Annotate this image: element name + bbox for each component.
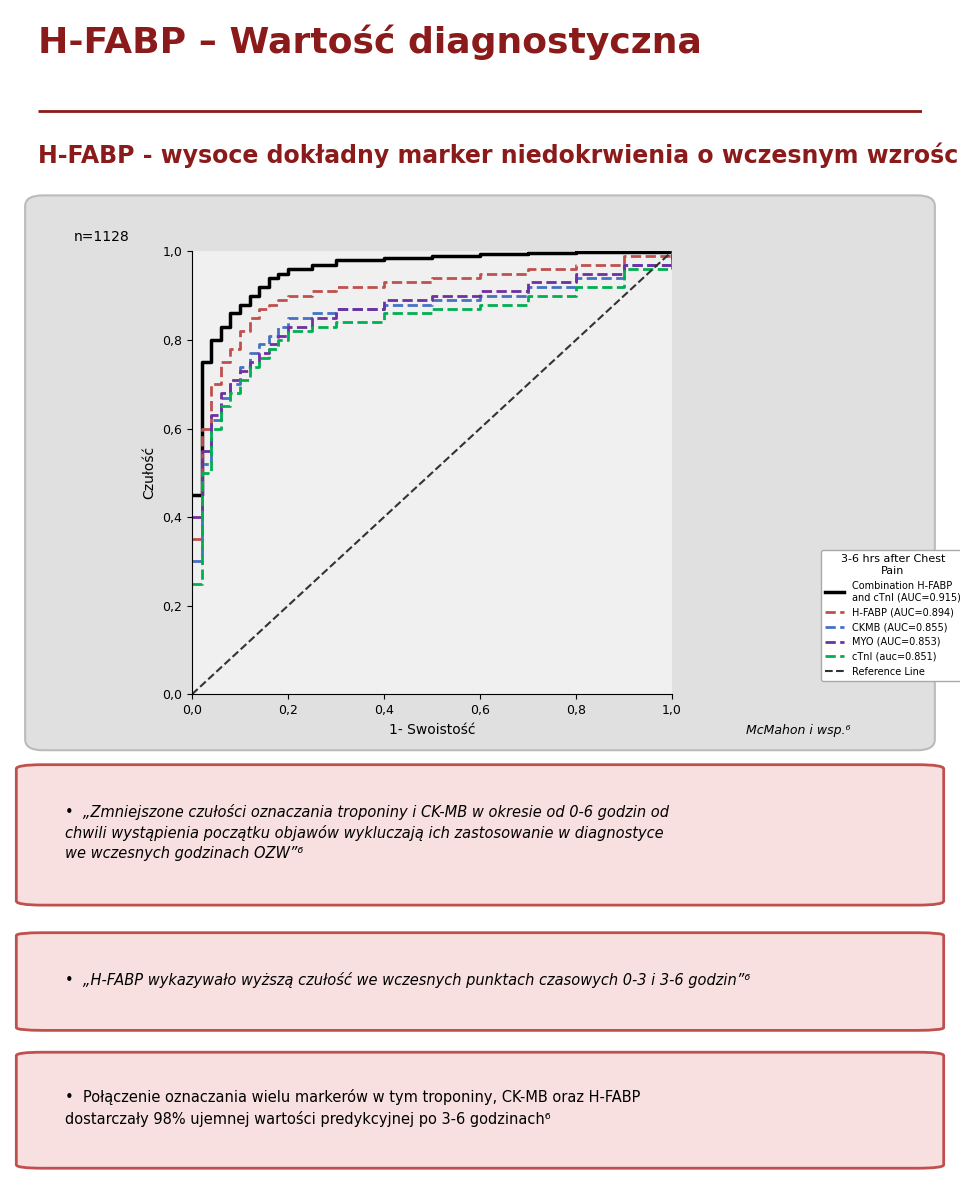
- FancyBboxPatch shape: [25, 195, 935, 751]
- Y-axis label: Czułość: Czułość: [143, 446, 156, 499]
- FancyBboxPatch shape: [16, 1052, 944, 1168]
- Legend: Combination H-FABP
and cTnI (AUC=0.915), H-FABP (AUC=0.894), CKMB (AUC=0.855), M: Combination H-FABP and cTnI (AUC=0.915),…: [821, 551, 960, 681]
- Text: H-FABP - wysoce dokładny marker niedokrwienia o wczesnym wzroście: H-FABP - wysoce dokładny marker niedokrw…: [38, 142, 960, 169]
- Text: •  „H-FABP wykazywało wyższą czułość we wczesnych punktach czasowych 0-3 i 3-6 g: • „H-FABP wykazywało wyższą czułość we w…: [65, 972, 750, 988]
- Text: McMahon i wsp.⁶: McMahon i wsp.⁶: [747, 724, 851, 736]
- Text: H-FABP – Wartość diagnostyczna: H-FABP – Wartość diagnostyczna: [38, 25, 703, 60]
- FancyBboxPatch shape: [16, 765, 944, 905]
- Text: •  „Zmniejszone czułości oznaczania troponiny i CK-MB w okresie od 0-6 godzin od: • „Zmniejszone czułości oznaczania tropo…: [65, 803, 669, 861]
- X-axis label: 1- Swoistość: 1- Swoistość: [389, 723, 475, 736]
- FancyBboxPatch shape: [16, 932, 944, 1031]
- Text: n=1128: n=1128: [74, 230, 130, 244]
- Text: •  Połączenie oznaczania wielu markerów w tym troponiny, CK-MB oraz H-FABP
dosta: • Połączenie oznaczania wielu markerów w…: [65, 1089, 640, 1126]
